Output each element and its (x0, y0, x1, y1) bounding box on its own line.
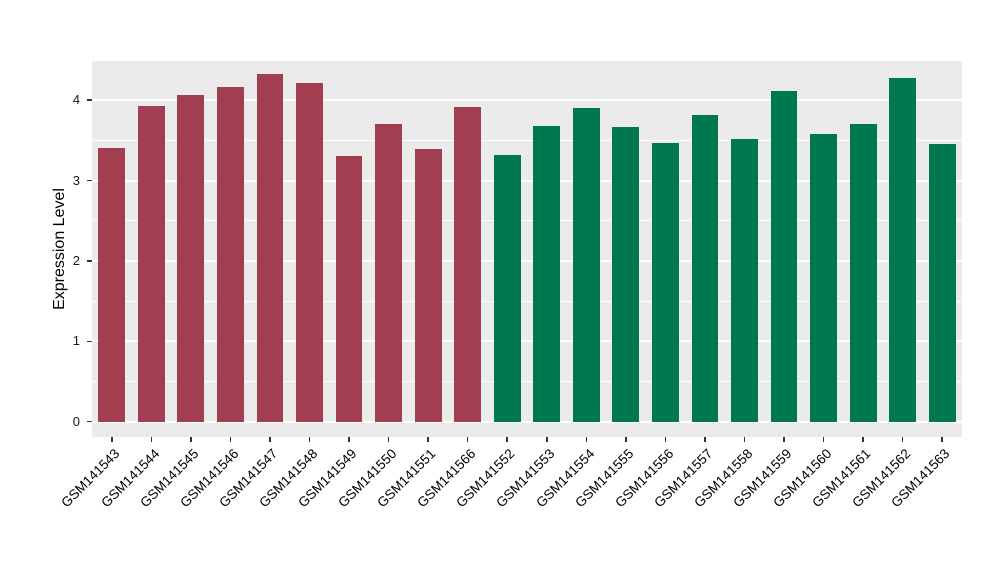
x-tick-mark (585, 437, 588, 442)
x-tick-mark (901, 437, 904, 442)
bar (256, 73, 284, 422)
x-tick-mark (783, 437, 785, 442)
x-tick-mark (190, 437, 192, 442)
x-tick-mark (743, 437, 746, 442)
bar (454, 107, 482, 422)
bar (414, 149, 442, 422)
y-axis-title: Expression Level (48, 60, 72, 437)
x-tick-mark (387, 437, 390, 442)
minor-gridline (92, 220, 962, 222)
bar (731, 138, 758, 422)
x-tick-mark (111, 437, 113, 442)
x-tick-mark (941, 437, 943, 442)
x-tick-mark (150, 437, 153, 442)
y-tick-mark (87, 340, 92, 343)
major-gridline (92, 259, 962, 262)
x-tick-mark (506, 437, 508, 442)
bar (533, 125, 561, 422)
bar (928, 144, 956, 422)
x-tick-mark (466, 437, 469, 442)
bar (849, 124, 877, 422)
y-tick-mark (87, 420, 92, 423)
x-tick-mark (269, 437, 271, 442)
bar (375, 124, 403, 422)
x-tick-mark (308, 437, 311, 442)
bar (216, 86, 244, 422)
x-tick-mark (427, 437, 429, 442)
y-tick-mark (87, 260, 92, 262)
y-tick-label: 1 (72, 333, 80, 349)
y-axis-title-text: Expression Level (51, 187, 68, 310)
major-gridline (92, 99, 962, 102)
bar (137, 105, 165, 422)
y-tick-mark (87, 179, 92, 182)
y-tick-label: 3 (72, 172, 80, 188)
y-tick-label: 4 (72, 92, 80, 108)
minor-gridline (92, 60, 962, 61)
x-tick-mark (822, 437, 825, 442)
major-gridline (92, 340, 962, 343)
y-tick-label: 2 (72, 252, 80, 268)
bar (98, 148, 126, 422)
bar (889, 77, 917, 422)
minor-gridline (92, 139, 962, 141)
y-tick-mark (87, 99, 92, 101)
minor-gridline (92, 300, 962, 302)
plot-panel (92, 60, 962, 437)
bar (612, 126, 640, 422)
bar (770, 90, 798, 422)
x-tick-mark (229, 437, 232, 442)
x-tick-mark (625, 437, 627, 442)
bar (177, 94, 205, 422)
x-tick-mark (348, 437, 350, 442)
bar (296, 82, 323, 422)
bar (572, 108, 600, 422)
x-tick-mark (664, 437, 667, 442)
major-gridline (92, 420, 962, 423)
bar (493, 154, 521, 422)
x-tick-mark (862, 437, 864, 442)
x-tick-mark (704, 437, 706, 442)
bar (335, 156, 363, 422)
bar (691, 114, 719, 422)
y-tick-label: 0 (72, 413, 80, 429)
major-gridline (92, 179, 962, 182)
bar (810, 133, 838, 422)
minor-gridline (92, 381, 962, 383)
x-tick-mark (546, 437, 548, 442)
bar (651, 142, 679, 422)
